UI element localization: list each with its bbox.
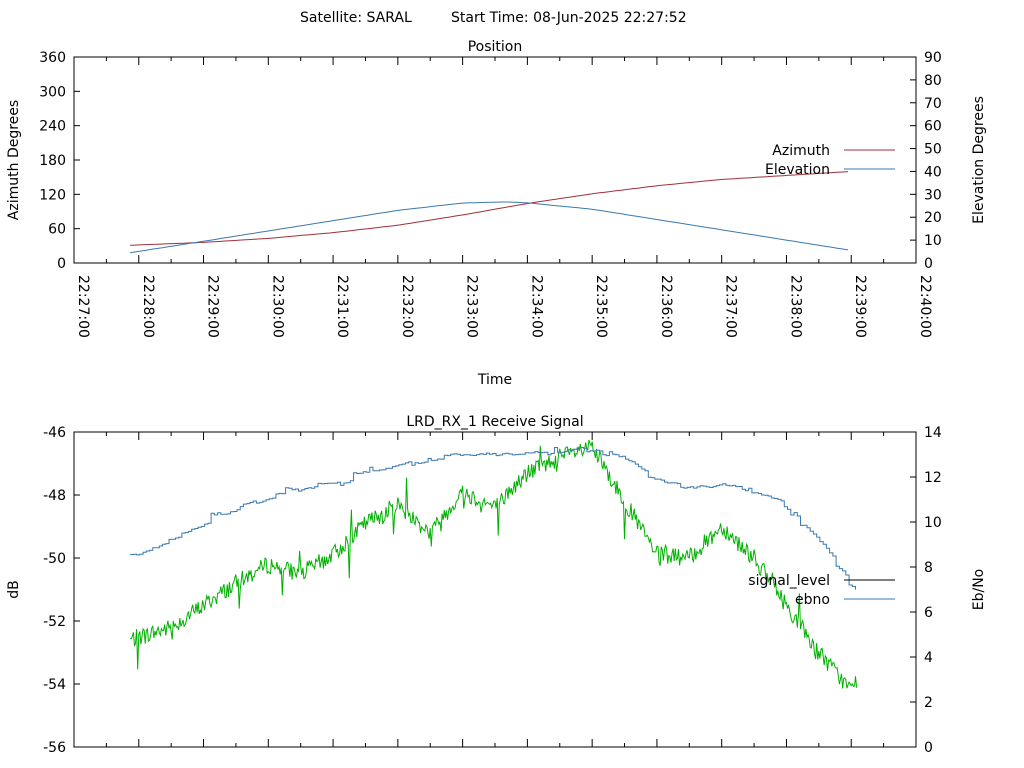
- series-line-signal_level: [129, 439, 858, 689]
- y-tick-label: 120: [39, 187, 66, 203]
- y2-tick-label: 20: [924, 210, 942, 226]
- series-line-Elevation: [130, 201, 849, 254]
- y2-tick-label: 8: [924, 560, 933, 576]
- y-tick-label: -48: [43, 488, 66, 504]
- y2-tick-label: 80: [924, 73, 942, 89]
- x-tick-label: 22:29:00: [205, 275, 221, 338]
- y-tick-label: 0: [57, 256, 66, 272]
- series-line-Azimuth: [130, 171, 849, 246]
- x-tick-label: 22:39:00: [852, 275, 868, 338]
- receive-signal-chart: LRD_RX_1 Receive Signal -46 -48 -50 -52 -54 -…: [6, 414, 987, 756]
- y2-tick-label: 10: [924, 233, 942, 249]
- position-chart-ylabel: Azimuth Degrees: [6, 100, 22, 220]
- y2-tick-label: 4: [924, 650, 933, 666]
- x-tick-label: 22:31:00: [334, 275, 350, 338]
- y-tick-label: 300: [39, 84, 66, 100]
- position-chart: Position 0 60 120 180 240 300 360 0 10 20 30 40 50 60…: [6, 39, 987, 388]
- x-tick-label: 22:38:00: [787, 275, 803, 338]
- y-tick-label: -56: [43, 740, 66, 756]
- y2-tick-label: 30: [924, 187, 942, 203]
- y2-tick-label: 50: [924, 142, 942, 158]
- y-tick-label: 360: [39, 50, 66, 66]
- y2-tick-label: 0: [924, 740, 933, 756]
- y2-tick-label: 2: [924, 695, 933, 711]
- y2-tick-label: 0: [924, 256, 933, 272]
- x-tick-label: 22:34:00: [528, 275, 544, 338]
- x-tick-label: 22:28:00: [140, 275, 156, 338]
- y2-tick-label: 70: [924, 96, 942, 112]
- y-tick-label: -52: [43, 614, 66, 630]
- y-tick-label: 240: [39, 119, 66, 135]
- legend-label-ebno: ebno: [795, 592, 830, 608]
- y2-tick-label: 12: [924, 470, 942, 486]
- header-start-time: Start Time: 08-Jun-2025 22:27:52: [451, 10, 687, 26]
- legend-label-Azimuth: Azimuth: [772, 143, 830, 159]
- receive-signal-chart-title: LRD_RX_1 Receive Signal: [406, 414, 583, 430]
- y2-tick-label: 6: [924, 605, 933, 621]
- y-tick-label: 180: [39, 153, 66, 169]
- y-tick-label: -54: [43, 677, 66, 693]
- y-tick-label: -46: [43, 425, 66, 441]
- legend-label-signal_level: signal_level: [748, 573, 830, 589]
- header-satellite: Satellite: SARAL: [300, 10, 412, 26]
- y2-tick-label: 40: [924, 164, 942, 180]
- x-tick-label: 22:27:00: [75, 275, 91, 338]
- y2-tick-label: 60: [924, 119, 942, 135]
- x-tick-label: 22:37:00: [723, 275, 739, 338]
- x-tick-label: 22:36:00: [658, 275, 674, 338]
- y2-tick-label: 90: [924, 50, 942, 66]
- y-tick-label: 60: [48, 222, 66, 238]
- legend-label-Elevation: Elevation: [765, 162, 830, 178]
- y-tick-label: -50: [43, 551, 66, 567]
- series-line-ebno: [130, 447, 856, 590]
- x-tick-label: 22:33:00: [464, 275, 480, 338]
- y2-tick-label: 14: [924, 425, 942, 441]
- y2-tick-label: 10: [924, 515, 942, 531]
- position-chart-xlabel: Time: [477, 372, 512, 388]
- position-chart-title: Position: [468, 39, 523, 55]
- x-tick-label: 22:30:00: [269, 275, 285, 338]
- x-tick-label: 22:40:00: [917, 275, 933, 338]
- receive-signal-chart-y2label: Eb/No: [971, 569, 987, 611]
- receive-signal-chart-ylabel: dB: [6, 580, 22, 599]
- x-tick-label: 22:32:00: [399, 275, 415, 338]
- x-tick-label: 22:35:00: [593, 275, 609, 338]
- position-chart-y2label: Elevation Degrees: [971, 96, 987, 224]
